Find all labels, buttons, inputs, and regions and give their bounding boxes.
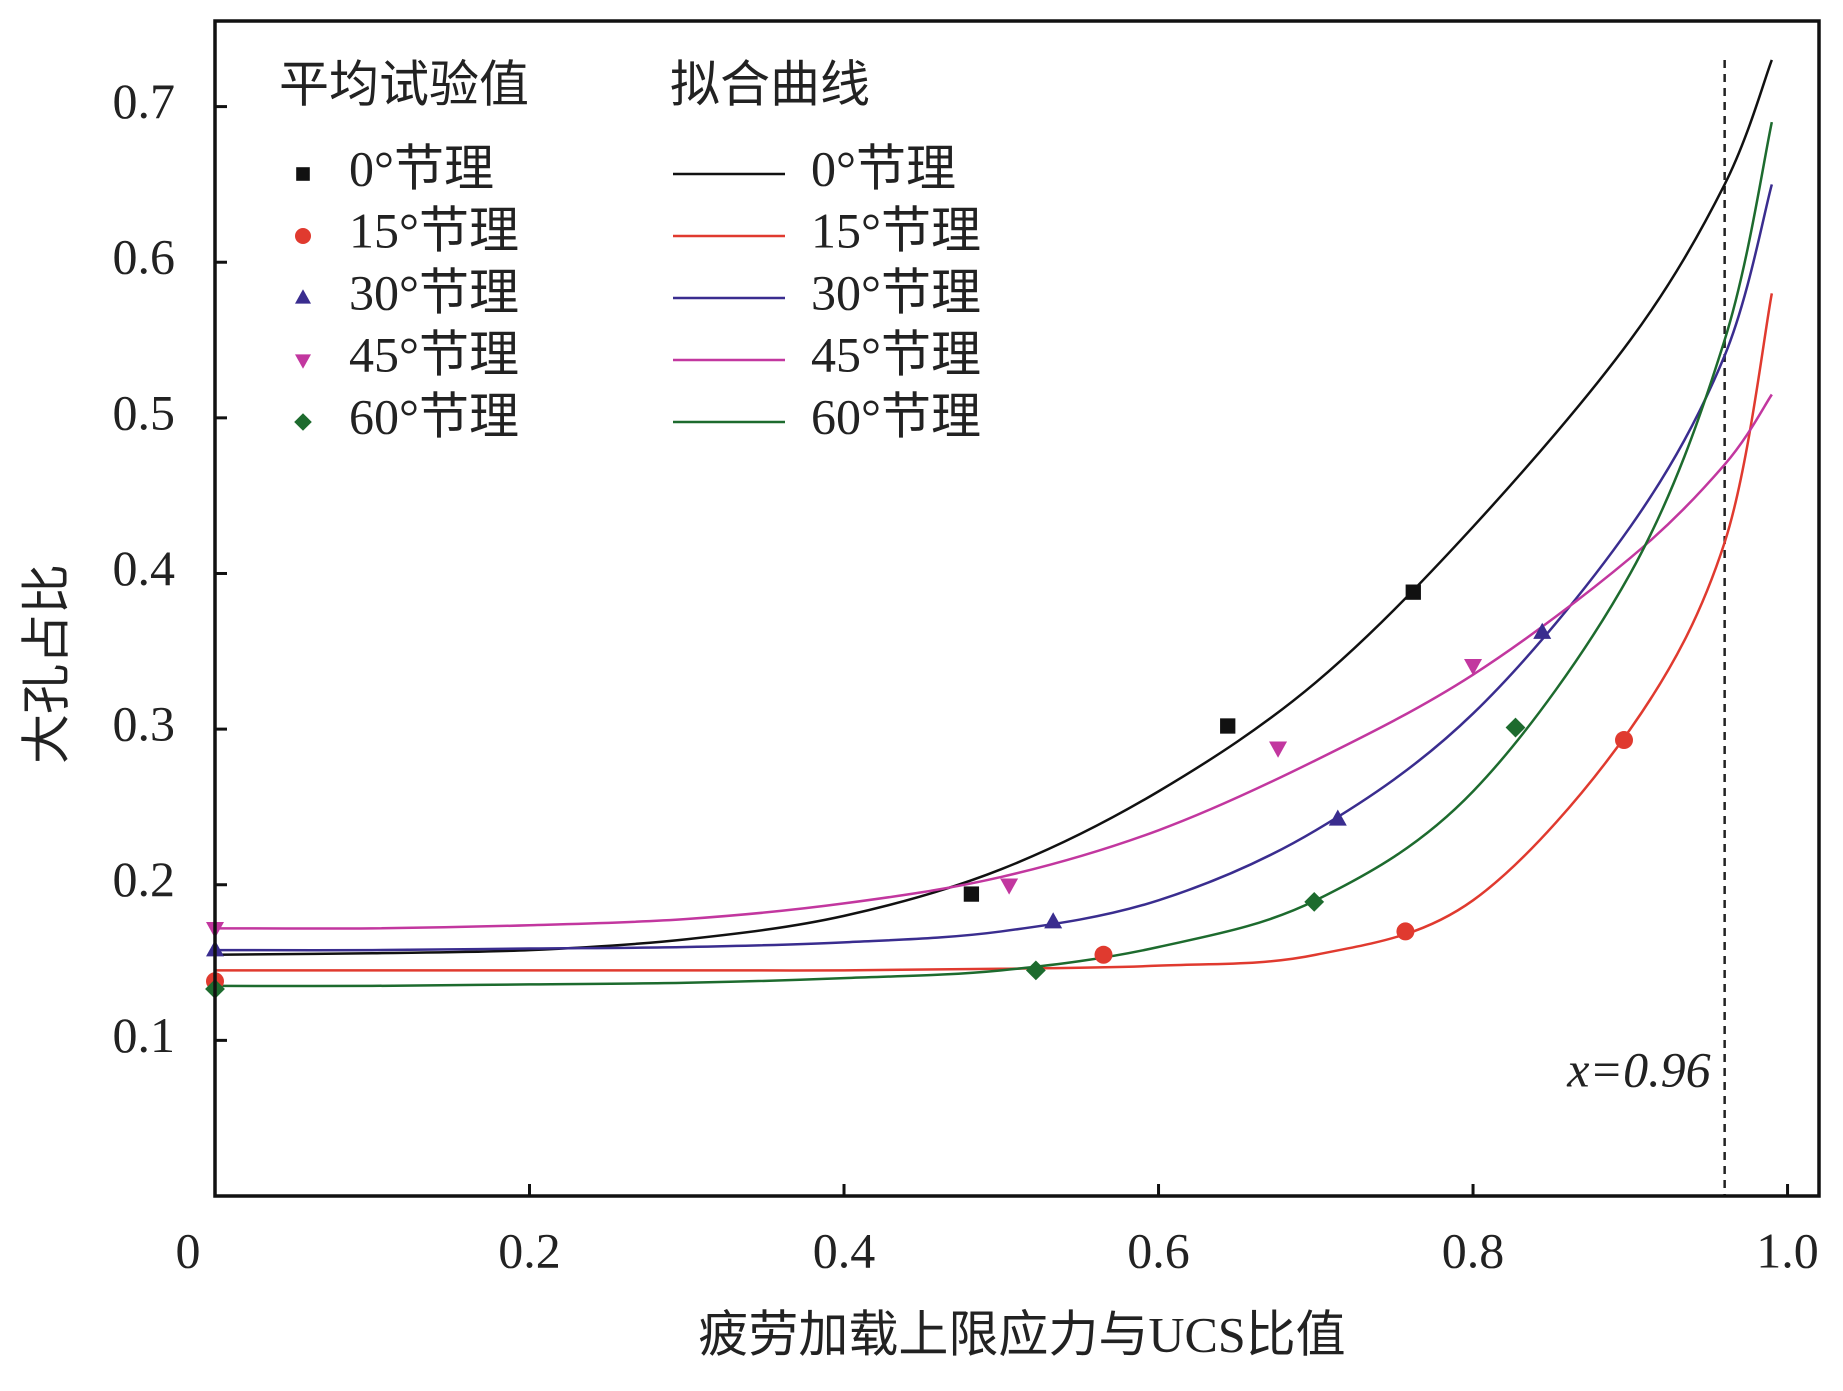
legend-title: 拟合曲线: [670, 56, 870, 112]
fit-line: [214, 121, 1774, 988]
x-axis-label: 疲劳加载上限应力与UCS比值: [698, 1306, 1345, 1362]
marker: [1220, 718, 1236, 734]
x-tick-label: 1.0: [1756, 1222, 1819, 1278]
legend-label: 45°节理: [349, 326, 519, 382]
y-axis-label: 大孔占比: [18, 564, 74, 764]
marker: [1533, 622, 1552, 639]
x-tick-label: 0.6: [1127, 1222, 1190, 1278]
marker: [1464, 659, 1483, 676]
legend-marker: [295, 289, 311, 304]
marker: [1094, 945, 1113, 964]
marker: [1304, 891, 1325, 912]
fit-line: [215, 293, 1774, 972]
y-tick-label: 0.3: [113, 696, 176, 752]
y-tick-label: 0.1: [113, 1007, 176, 1063]
marker: [963, 886, 980, 902]
legend-label: 30°节理: [349, 264, 519, 320]
marker: [1000, 878, 1019, 895]
legend-marker: [295, 228, 311, 244]
legend-label: 0°节理: [349, 140, 494, 196]
fit-line: [214, 393, 1773, 930]
legend-label: 15°节理: [811, 202, 981, 258]
y-tick-label: 0.2: [113, 851, 176, 907]
x-tick-label: 0.2: [498, 1222, 561, 1278]
legend-label: 60°节理: [349, 388, 519, 444]
annotation: x=0.96: [1566, 1041, 1710, 1097]
marker: [1396, 922, 1415, 941]
x-tick-label: 0: [176, 1222, 201, 1278]
legend-label: 15°节理: [349, 202, 519, 258]
fit-line: [214, 184, 1774, 952]
x-tick-label: 0.8: [1442, 1222, 1505, 1278]
y-tick-label: 0.6: [113, 229, 176, 285]
legend-label: 45°节理: [811, 326, 981, 382]
legend-label: 30°节理: [811, 264, 981, 320]
x-tick-label: 0.4: [813, 1222, 876, 1278]
legend-label: 0°节理: [811, 140, 956, 196]
marker: [1025, 960, 1046, 981]
legend-title: 平均试验值: [279, 56, 529, 112]
plot-frame: [213, 19, 1821, 1198]
marker: [1269, 741, 1288, 758]
legend-label: 60°节理: [811, 388, 981, 444]
marker: [1044, 912, 1063, 929]
fit-line: [214, 59, 1773, 957]
marker: [1405, 584, 1421, 600]
y-tick-label: 0.5: [113, 384, 176, 440]
marker: [1505, 717, 1526, 738]
marker: [1328, 809, 1347, 826]
y-tick-label: 0.4: [113, 540, 176, 596]
legend-marker: [295, 354, 311, 369]
legend-marker: [294, 413, 312, 431]
y-tick-label: 0.7: [113, 73, 176, 129]
marker: [1615, 731, 1634, 750]
legend-marker: [296, 167, 310, 181]
